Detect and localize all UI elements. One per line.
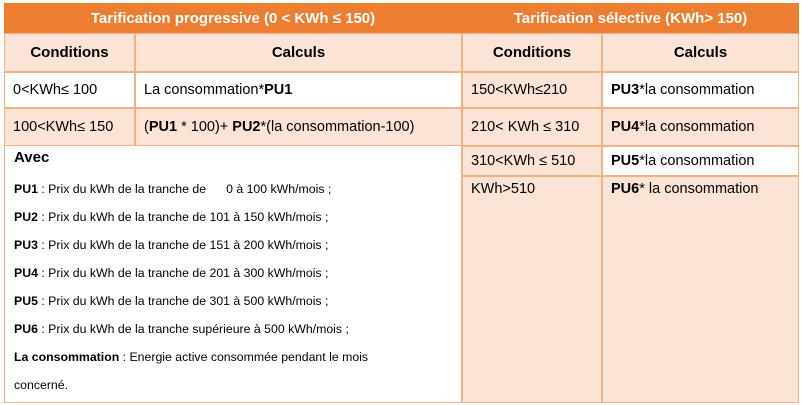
selective-condition-3: 310<KWh ≤ 510 — [462, 146, 602, 176]
note-key: PU3 — [14, 238, 38, 252]
header-selective: Tarification sélective (KWh> 150) — [462, 3, 799, 33]
calc-bold: PU5 — [611, 153, 640, 169]
calc-bold: PU1 — [264, 82, 293, 98]
note-key: PU6 — [14, 322, 38, 336]
subheader-calculs-progressive: Calculs — [135, 33, 462, 72]
note-range: 0 à 100 kWh/mois ; — [226, 182, 332, 196]
note-item-pu6: PU6 : Prix du kWh de la tranche supérieu… — [14, 322, 349, 336]
note-key: PU5 — [14, 294, 38, 308]
note-key: PU1 — [14, 182, 38, 196]
calc-text: *la consommation — [639, 119, 755, 135]
note-key: PU4 — [14, 266, 38, 280]
calc-bold: PU4 — [611, 119, 640, 135]
calc-text: * 100)+ — [177, 119, 233, 135]
progressive-calc-2: (PU1 * 100)+ PU2 *(la consommation-100) — [135, 108, 462, 146]
calc-text: ( — [144, 119, 149, 135]
calc-text: *la consommation — [639, 82, 755, 98]
subheader-conditions-progressive: Conditions — [4, 33, 135, 72]
calc-text: *la consommation — [639, 153, 755, 169]
calc-text: La consommation* — [144, 82, 265, 98]
progressive-condition-2: 100<KWh≤ 150 — [4, 108, 135, 146]
note-text: : Prix du kWh de la tranche de 101 à 150… — [37, 210, 329, 224]
note-text: : Prix du kWh de la tranche supérieure à… — [37, 322, 349, 336]
progressive-condition-1: 0<KWh≤ 100 — [4, 72, 135, 108]
note-item-consumption-cont: concerné. — [14, 378, 69, 392]
subheader-conditions-selective: Conditions — [462, 33, 602, 72]
note-text: : Prix du kWh de la tranche de — [37, 182, 207, 196]
note-title: Avec — [14, 149, 50, 166]
calc-text: * la consommation — [639, 181, 759, 197]
calc-bold: PU3 — [611, 82, 640, 98]
subheader-calculs-selective: Calculs — [602, 33, 799, 72]
note-item-pu3: PU3 : Prix du kWh de la tranche de 151 à… — [14, 238, 328, 252]
selective-calc-3: PU5 *la consommation — [602, 146, 799, 176]
calc-bold: PU2 — [232, 119, 261, 135]
tarification-table: Tarification progressive (0 < KWh ≤ 150)… — [4, 3, 799, 403]
calc-bold: PU1 — [148, 119, 178, 135]
note-text: : Prix du kWh de la tranche de 301 à 500… — [37, 294, 329, 308]
note-item-consumption: La consommation : Energie active consomm… — [14, 350, 368, 364]
note-key: La consommation — [14, 350, 120, 364]
selective-condition-2: 210< KWh ≤ 310 — [462, 108, 602, 146]
progressive-calc-1: La consommation* PU1 — [135, 72, 462, 108]
selective-calc-2: PU4 *la consommation — [602, 108, 799, 146]
note-item-pu2: PU2 : Prix du kWh de la tranche de 101 à… — [14, 210, 328, 224]
note-key: PU2 — [14, 210, 38, 224]
note-text: : Prix du kWh de la tranche de 201 à 300… — [37, 266, 329, 280]
selective-calc-4-cell: PU6* la consommation — [602, 176, 799, 403]
selective-condition-4: KWh>510 — [471, 181, 536, 197]
calc-text: *(la consommation-100) — [260, 119, 415, 135]
selective-condition-4-cell: KWh>510 — [462, 176, 602, 403]
legend-note: Avec PU1 : Prix du kWh de la tranche de 0… — [4, 146, 462, 403]
note-item-pu5: PU5 : Prix du kWh de la tranche de 301 à… — [14, 294, 328, 308]
note-text: : Prix du kWh de la tranche de 151 à 200… — [37, 238, 329, 252]
header-progressive: Tarification progressive (0 < KWh ≤ 150) — [4, 3, 462, 33]
selective-calc-1: PU3 *la consommation — [602, 72, 799, 108]
note-item-pu4: PU4 : Prix du kWh de la tranche de 201 à… — [14, 266, 328, 280]
calc-bold: PU6 — [611, 181, 640, 197]
note-text: : Energie active consommée pendant le mo… — [119, 350, 369, 364]
note-item-pu1: PU1 : Prix du kWh de la tranche de 0 à 10… — [14, 182, 331, 196]
selective-condition-1: 150<KWh≤210 — [462, 72, 602, 108]
selective-calc-4: PU6* la consommation — [611, 181, 759, 197]
